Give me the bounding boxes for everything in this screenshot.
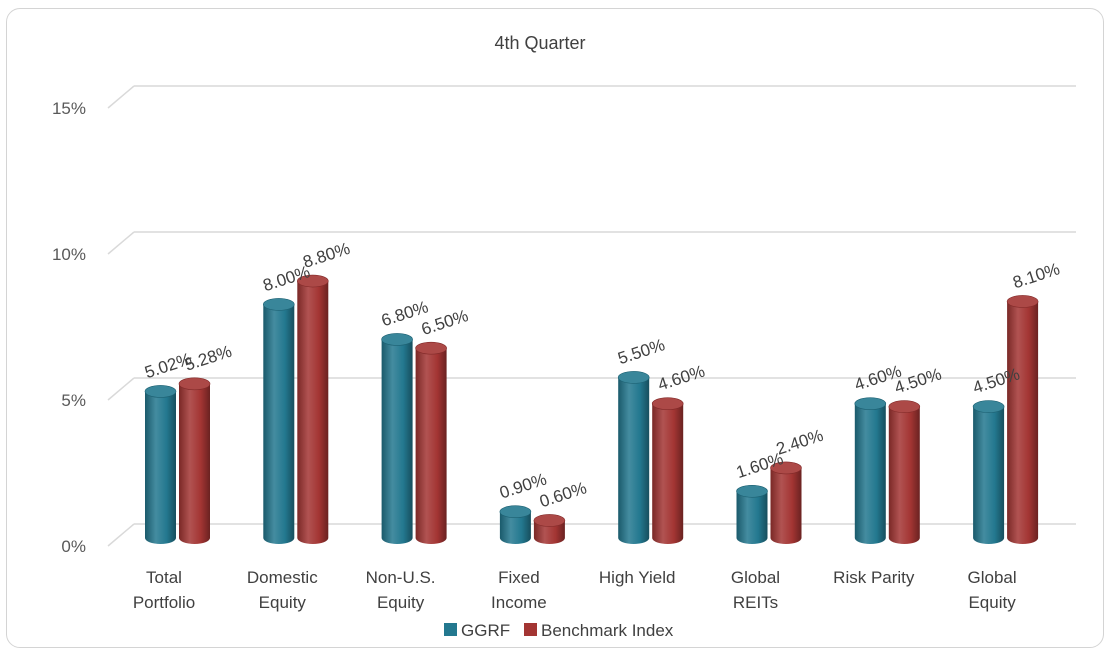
- data-label: 2.40%: [774, 426, 826, 459]
- category-label: Domestic Equity: [247, 568, 318, 612]
- legend-label: Benchmark Index: [541, 621, 674, 640]
- bar-benchmark-7: [1006, 295, 1039, 544]
- legend-swatch: [444, 623, 457, 636]
- legend-swatch: [524, 623, 537, 636]
- legend: GGRF Benchmark Index: [444, 621, 674, 640]
- category-label: Fixed Income: [491, 568, 547, 612]
- category-label: Global REITs: [731, 568, 780, 612]
- gridline-depth: [107, 377, 135, 401]
- gridline-depth: [107, 231, 135, 255]
- category-label: Risk Parity: [833, 568, 915, 587]
- bars: [144, 274, 1039, 544]
- data-label: 5.28%: [182, 342, 234, 375]
- category-label: Non-U.S. Equity: [366, 568, 436, 612]
- y-tick-label: 0%: [61, 537, 86, 556]
- gridlines: [107, 85, 1076, 547]
- bar-ggrf-7: [972, 400, 1005, 544]
- bar-ggrf-4: [617, 371, 650, 544]
- category-label: Global Equity: [968, 568, 1017, 612]
- bar-ggrf-0: [144, 385, 177, 544]
- legend-item-benchmark: Benchmark Index: [524, 621, 674, 640]
- bar-ggrf-5: [736, 484, 768, 544]
- category-label: Total Portfolio: [133, 568, 195, 612]
- legend-item-ggrf: GGRF: [444, 621, 510, 640]
- data-label: 8.80%: [301, 239, 353, 272]
- legend-label: GGRF: [461, 621, 510, 640]
- data-label: 8.10%: [1010, 259, 1062, 292]
- bar-benchmark-6: [888, 400, 921, 544]
- bar-benchmark-4: [651, 397, 684, 544]
- bar-ggrf-2: [381, 333, 413, 544]
- data-label: 5.50%: [616, 335, 668, 368]
- bar-benchmark-2: [415, 341, 447, 544]
- bar-ggrf-1: [262, 298, 295, 544]
- bar-benchmark-3: [533, 514, 566, 544]
- bar-benchmark-5: [770, 461, 802, 544]
- chart-title: 4th Quarter: [494, 33, 585, 53]
- bar-benchmark-1: [296, 274, 329, 544]
- gridline-depth: [107, 85, 135, 109]
- y-tick-label: 10%: [52, 245, 86, 264]
- data-label: 4.60%: [656, 362, 708, 395]
- gridline-depth: [107, 523, 135, 547]
- bar-ggrf-6: [854, 397, 887, 544]
- category-label: High Yield: [599, 568, 676, 587]
- bar-benchmark-0: [178, 377, 211, 544]
- bar-ggrf-3: [499, 505, 532, 544]
- y-tick-label: 15%: [52, 99, 86, 118]
- y-tick-label: 5%: [61, 391, 86, 410]
